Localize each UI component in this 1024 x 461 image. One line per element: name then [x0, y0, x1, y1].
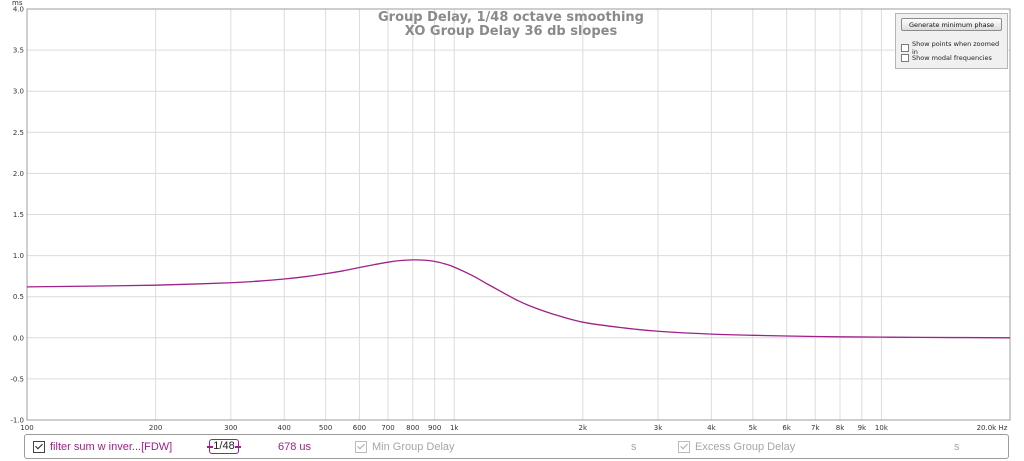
excess-group-delay-unit: s — [954, 440, 960, 453]
x-tick-label: 200 — [149, 424, 162, 432]
x-tick-label: 3k — [654, 424, 663, 432]
x-tick-label: 7k — [811, 424, 820, 432]
y-tick-label: 3.0 — [13, 88, 24, 96]
y-tick-label: 1.0 — [13, 252, 24, 260]
min-group-delay-toggle[interactable]: Min Group Delay — [355, 435, 455, 458]
y-tick-label: 0.5 — [13, 293, 24, 301]
y-tick-label: 3.5 — [13, 47, 24, 55]
generate-minimum-phase-button[interactable]: Generate minimum phase — [901, 18, 1002, 31]
x-tick-label: 20.0k Hz — [977, 424, 1008, 432]
x-tick-label: 5k — [749, 424, 758, 432]
excess-group-delay-label: Excess Group Delay — [695, 440, 796, 453]
x-tick-label: 300 — [224, 424, 237, 432]
min-group-delay-checkbox[interactable] — [355, 440, 367, 453]
delay-value: 678 us — [278, 440, 312, 453]
smoothing-indicator[interactable]: 1/48 — [207, 438, 241, 455]
x-tick-label: 9k — [858, 424, 867, 432]
x-tick-label: 1k — [450, 424, 459, 432]
min-group-delay-unit: s — [631, 440, 637, 453]
chart-title: Group Delay, 1/48 octave smoothing — [378, 10, 644, 25]
excess-group-delay-checkbox[interactable] — [678, 440, 690, 453]
x-tick-label: 8k — [836, 424, 845, 432]
group-delay-chart[interactable]: 4.0 3.5 3.0 2.5 2.0 1.5 1.0 0.5 0.0 -0.5 -1.0 100 2… — [0, 0, 1024, 434]
x-tick-label: 900 — [428, 424, 441, 432]
x-tick-label: 400 — [278, 424, 291, 432]
y-unit-label: ms — [12, 0, 23, 7]
x-tick-label: 10k — [875, 424, 889, 432]
smoothing-value: 1/48 — [209, 439, 239, 454]
group-delay-curve — [26, 259, 1011, 339]
show-modal-option[interactable]: Show modal frequencies — [901, 54, 992, 62]
show-points-checkbox[interactable] — [901, 44, 909, 52]
x-tick-label: 100 — [20, 424, 33, 432]
show-points-option[interactable]: Show points when zoomed in — [901, 40, 1007, 56]
options-panel: Generate minimum phase Show points when … — [895, 13, 1008, 69]
grid-lines — [26, 8, 1011, 421]
show-modal-label: Show modal frequencies — [912, 54, 992, 62]
chart-subtitle: XO Group Delay 36 db slopes — [405, 24, 618, 39]
min-group-delay-label: Min Group Delay — [372, 440, 455, 453]
y-tick-labels: 4.0 3.5 3.0 2.5 2.0 1.5 1.0 0.5 0.0 -0.5 -1.0 — [10, 6, 24, 425]
y-tick-label: 2.5 — [13, 129, 24, 137]
x-tick-label: 800 — [406, 424, 419, 432]
trace-checkbox[interactable] — [33, 440, 45, 453]
trace-toggle[interactable]: filter sum w inver...[FDW] — [33, 435, 172, 458]
x-tick-label: 500 — [319, 424, 332, 432]
plot-frame — [26, 8, 1011, 421]
x-tick-labels: 100 200 300 400 500 600 700 800 900 1k 2k 3k 4k 5k 6k 7… — [20, 424, 1007, 432]
show-modal-checkbox[interactable] — [901, 54, 909, 62]
x-tick-label: 2k — [579, 424, 588, 432]
y-tick-label: 1.5 — [13, 211, 24, 219]
x-tick-label: 600 — [353, 424, 366, 432]
trace-name: filter sum w inver...[FDW] — [50, 440, 173, 453]
y-tick-label: 2.0 — [13, 170, 24, 178]
show-points-label: Show points when zoomed in — [912, 40, 1000, 56]
y-tick-label: 4.0 — [13, 6, 24, 14]
trace-legend: filter sum w inver...[FDW] 1/48 678 us M… — [24, 434, 1009, 459]
y-tick-label: 0.0 — [13, 334, 24, 342]
excess-group-delay-toggle[interactable]: Excess Group Delay — [678, 435, 795, 458]
x-tick-label: 6k — [782, 424, 791, 432]
y-tick-label: -1.0 — [10, 417, 24, 425]
y-tick-label: -0.5 — [10, 375, 24, 383]
x-tick-label: 4k — [707, 424, 716, 432]
x-tick-label: 700 — [381, 424, 394, 432]
